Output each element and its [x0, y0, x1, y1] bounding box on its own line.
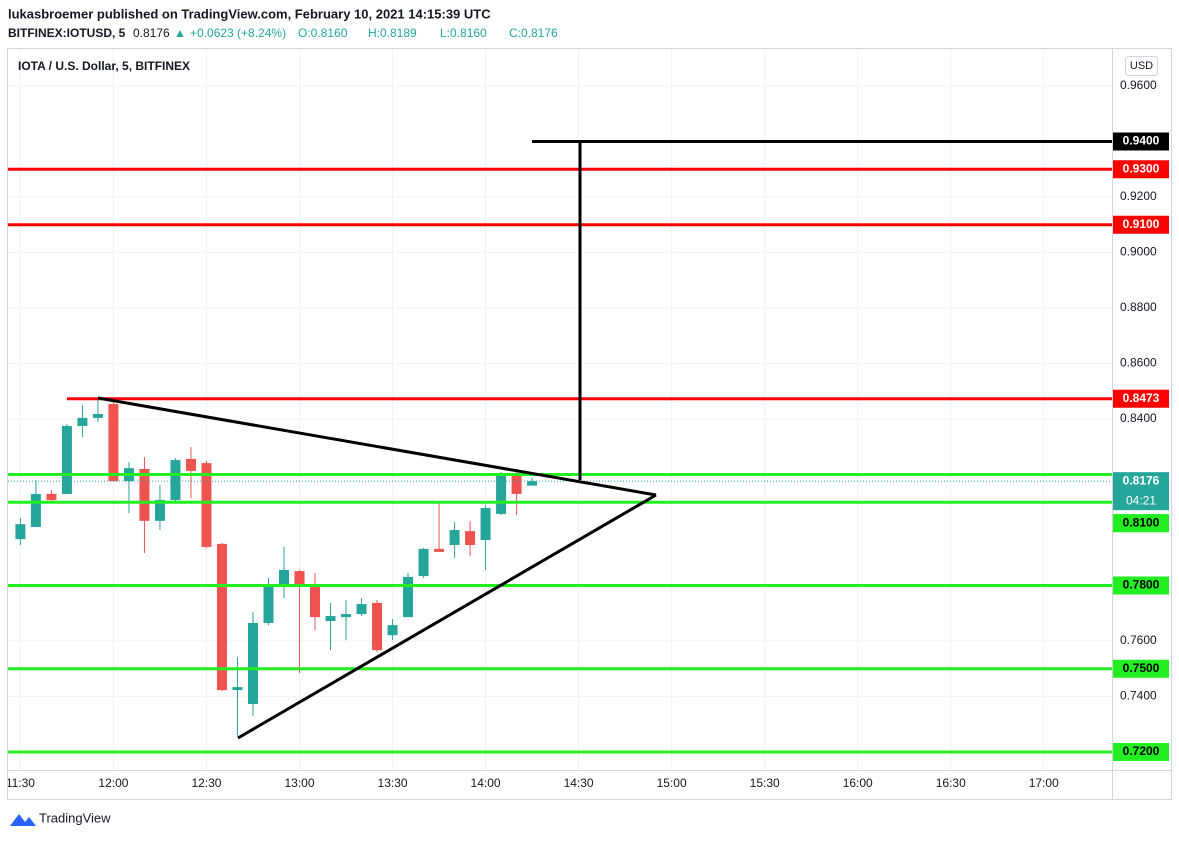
currency-box [1125, 56, 1158, 76]
last-price-label: 0.8176 [1123, 473, 1160, 487]
candle-body [15, 524, 26, 540]
candle-body [496, 473, 507, 514]
candle-body [387, 625, 398, 636]
y-tick-label: 0.9200 [1120, 189, 1157, 203]
candle-body [325, 616, 336, 622]
frame [7, 48, 1172, 800]
level-label-box [1113, 514, 1169, 533]
level-label-box [1113, 132, 1169, 151]
candle-body [403, 576, 414, 618]
y-tick-label: 0.9000 [1120, 245, 1157, 259]
y-tick-label: 0.9600 [1120, 78, 1157, 92]
candle-body [108, 404, 119, 482]
candle-body [310, 584, 321, 618]
grid [8, 49, 1112, 770]
high: H:0.8189 [368, 26, 417, 40]
candle-body [216, 543, 227, 691]
x-tick-label: 13:30 [378, 776, 408, 790]
countdown: 04:21 [1126, 493, 1156, 507]
level-label-box [1113, 389, 1169, 408]
candle-body [170, 460, 181, 501]
level-label: 0.8100 [1123, 515, 1160, 529]
candle-body [46, 493, 57, 501]
x-tick-label: 12:00 [98, 776, 128, 790]
level-label: 0.9100 [1123, 217, 1160, 231]
close: C:0.8176 [509, 26, 558, 40]
level-label: 0.9300 [1123, 161, 1160, 175]
candle-body [263, 584, 274, 623]
candle-body [356, 604, 367, 615]
candle-body [30, 493, 41, 527]
candle-body [294, 571, 305, 587]
chart-title: IOTA / U.S. Dollar, 5, BITFINEX [18, 59, 190, 73]
x-tick-label: 15:30 [750, 776, 780, 790]
y-tick-label: 0.8600 [1120, 356, 1157, 370]
triangle-upper [97, 396, 657, 497]
candle-body [480, 508, 491, 540]
footer-logo [10, 814, 36, 826]
candle-body [279, 569, 289, 585]
x-tick-label: 14:00 [471, 776, 501, 790]
price-axis: 0.9600 0.9200 0.9000 0.8800 0.8600 0.8400 0.76… [1113, 78, 1169, 761]
y-tick-label: 0.8400 [1120, 411, 1157, 425]
candle-body [92, 414, 103, 418]
last-price-box [1113, 472, 1169, 511]
candle-body [527, 481, 538, 486]
x-tick-label: 14:30 [564, 776, 594, 790]
candle-body [61, 425, 72, 494]
level-label: 0.8473 [1123, 391, 1160, 405]
candle-body [185, 458, 196, 471]
level-label: 0.7800 [1123, 578, 1160, 592]
candle-body [418, 548, 429, 577]
low: L:0.8160 [440, 26, 487, 40]
candle-body [154, 500, 165, 521]
y-tick-label: 0.7400 [1120, 689, 1157, 703]
publisher: lukasbroemer published on TradingView.co… [8, 6, 491, 21]
candle-body [434, 548, 445, 552]
level-label-box [1113, 160, 1169, 179]
candle-body [77, 417, 88, 426]
level-label-box [1113, 576, 1169, 595]
symbol: BITFINEX:IOTUSD, 5 [8, 26, 126, 40]
footer-brand: TradingView [39, 810, 111, 825]
level-label: 0.7500 [1123, 661, 1160, 675]
candle-body [139, 468, 150, 521]
candle-body [341, 614, 352, 618]
level-label-box [1113, 215, 1169, 234]
logo-icon [10, 814, 36, 826]
candle-body [247, 622, 258, 704]
candle-body [465, 531, 476, 545]
x-tick-label: 12:30 [191, 776, 221, 790]
x-tick-label: 15:00 [657, 776, 687, 790]
drawings [97, 143, 657, 740]
change: +0.0623 (+8.24%) [190, 26, 286, 40]
x-tick-label: 13:00 [284, 776, 314, 790]
y-tick-label: 0.8800 [1120, 300, 1157, 314]
candle-body [372, 602, 383, 651]
level-label-box [1113, 659, 1169, 678]
x-tick-label: 16:00 [843, 776, 873, 790]
candle-body [449, 530, 460, 545]
open: O:0.8160 [298, 26, 348, 40]
candle-body [201, 463, 212, 547]
level-label: 0.7200 [1123, 744, 1160, 758]
level-label-box [1113, 743, 1169, 761]
x-tick-label: 11:30 [6, 776, 35, 790]
x-tick-label: 16:30 [936, 776, 966, 790]
last: 0.8176 [133, 26, 170, 40]
currency: USD [1130, 60, 1153, 72]
candle-body [511, 475, 522, 494]
arrow: ▲ [174, 26, 186, 40]
level-label: 0.9400 [1123, 134, 1160, 148]
plot: 11:30 12:00 12:30 13:00 13:30 14:00 14:30 15:00… [6, 140, 1112, 790]
triangle-lower [237, 493, 657, 740]
candle-body [232, 687, 243, 691]
y-tick-label: 0.7600 [1120, 633, 1157, 647]
x-tick-label: 17:00 [1029, 776, 1059, 790]
